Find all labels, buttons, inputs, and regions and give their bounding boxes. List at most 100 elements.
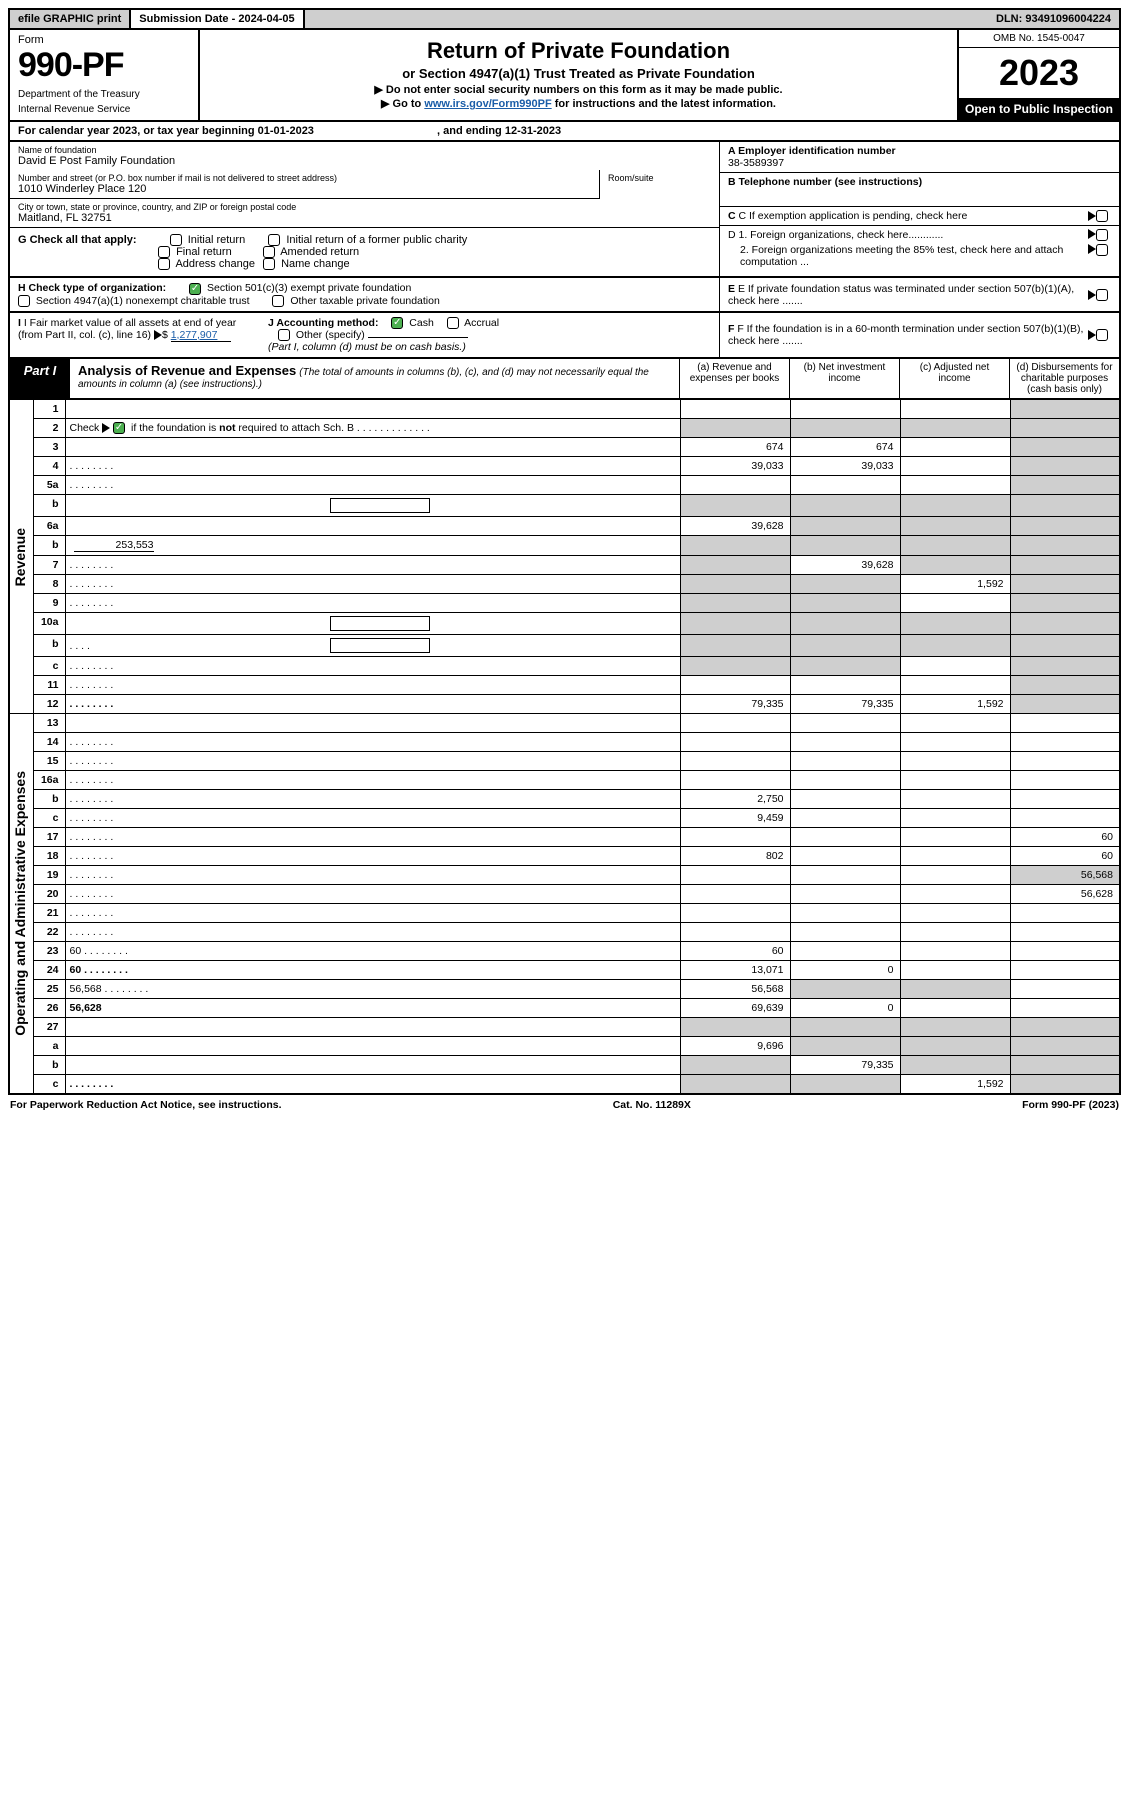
row-number: 18 <box>33 847 65 866</box>
col-c-val <box>900 457 1010 476</box>
col-a-val <box>680 635 790 657</box>
row-number: c <box>33 1075 65 1095</box>
row-desc <box>65 517 680 536</box>
checkbox-other-taxable[interactable] <box>272 295 284 307</box>
col-c-val <box>900 419 1010 438</box>
header-right: OMB No. 1545-0047 2023 Open to Public In… <box>959 30 1119 120</box>
table-row: 15 . . . . . . . . <box>9 752 1120 771</box>
row-desc: . . . . . . . . <box>65 476 680 495</box>
row-number: 23 <box>33 942 65 961</box>
col-a-val <box>680 714 790 733</box>
table-row: c . . . . . . . . <box>9 657 1120 676</box>
col-a-val: 56,568 <box>680 980 790 999</box>
row-number: b <box>33 1056 65 1075</box>
checkbox-other-acct[interactable] <box>278 329 290 341</box>
table-row: 10a <box>9 613 1120 635</box>
col-a-val: 802 <box>680 847 790 866</box>
row-desc: . . . . . . . . <box>65 575 680 594</box>
col-c-val <box>900 676 1010 695</box>
footer-mid: Cat. No. 11289X <box>613 1099 691 1111</box>
col-c-val <box>900 885 1010 904</box>
col-c-val <box>900 752 1010 771</box>
table-row: b <box>9 495 1120 517</box>
col-a-val: 39,628 <box>680 517 790 536</box>
row-desc: . . . . <box>65 635 680 657</box>
col-b-val <box>790 613 900 635</box>
d1-label: D 1. Foreign organizations, check here..… <box>728 229 1088 241</box>
col-b-val <box>790 1037 900 1056</box>
f-label: F If the foundation is in a 60-month ter… <box>728 323 1083 347</box>
col-a-val: 13,071 <box>680 961 790 980</box>
checkbox-cash[interactable] <box>391 317 403 329</box>
col-b-val <box>790 714 900 733</box>
col-a-val <box>680 594 790 613</box>
col-b-val: 79,335 <box>790 695 900 714</box>
row-desc: . . . . . . . . <box>65 733 680 752</box>
checkbox-d1[interactable] <box>1096 229 1108 241</box>
col-b-val: 0 <box>790 961 900 980</box>
checkbox-addr-change[interactable] <box>158 258 170 270</box>
checkbox-initial-return[interactable] <box>170 234 182 246</box>
checkbox-e[interactable] <box>1096 289 1108 301</box>
checkbox-accrual[interactable] <box>447 317 459 329</box>
row-number: 21 <box>33 904 65 923</box>
col-a-val <box>680 771 790 790</box>
checkbox-initial-public[interactable] <box>268 234 280 246</box>
col-a-val <box>680 752 790 771</box>
table-row: Operating and Administrative Expenses 13 <box>9 714 1120 733</box>
row-desc: . . . . . . . . <box>65 676 680 695</box>
row-number: 25 <box>33 980 65 999</box>
table-row: 5a . . . . . . . . <box>9 476 1120 495</box>
col-b-val <box>790 866 900 885</box>
row-desc: 56,568 . . . . . . . . <box>65 980 680 999</box>
col-a-val: 39,033 <box>680 457 790 476</box>
part1-title: Analysis of Revenue and Expenses <box>78 363 296 378</box>
checkbox-amended[interactable] <box>263 246 275 258</box>
col-d-val <box>1010 999 1120 1018</box>
col-a-val: 9,696 <box>680 1037 790 1056</box>
col-b-val <box>790 400 900 419</box>
col-c-val <box>900 594 1010 613</box>
checkbox-f[interactable] <box>1096 329 1108 341</box>
row-number: 22 <box>33 923 65 942</box>
col-d-val <box>1010 556 1120 575</box>
checkbox-501c3[interactable] <box>189 283 201 295</box>
checkbox-d2[interactable] <box>1096 244 1108 256</box>
col-d-val <box>1010 536 1120 556</box>
row-desc: . . . . . . . . <box>65 457 680 476</box>
b-label: B Telephone number (see instructions) <box>728 176 922 188</box>
col-c-val <box>900 635 1010 657</box>
table-row: 19 . . . . . . . . 56,568 <box>9 866 1120 885</box>
row-desc <box>65 1037 680 1056</box>
row-number: c <box>33 657 65 676</box>
col-a-val <box>680 575 790 594</box>
fmv-value[interactable]: 1,277,907 <box>171 329 231 342</box>
row-desc: . . . . . . . . <box>65 1075 680 1095</box>
d2-label: 2. Foreign organizations meeting the 85%… <box>728 244 1088 268</box>
checkbox-final-return[interactable] <box>158 246 170 258</box>
table-row: 8 . . . . . . . . 1,592 <box>9 575 1120 594</box>
form-subtitle: or Section 4947(a)(1) Trust Treated as P… <box>210 66 947 81</box>
checkbox-4947[interactable] <box>18 295 30 307</box>
col-c-val <box>900 847 1010 866</box>
col-d-val <box>1010 923 1120 942</box>
irs-link[interactable]: www.irs.gov/Form990PF <box>424 98 551 110</box>
col-b-val <box>790 1018 900 1037</box>
table-row: 23 60 . . . . . . . . 60 <box>9 942 1120 961</box>
row-number: 14 <box>33 733 65 752</box>
row-desc: . . . . . . . . <box>65 594 680 613</box>
row-desc: . . . . . . . . <box>65 847 680 866</box>
table-row: 3 674 674 <box>9 438 1120 457</box>
checkbox-name-change[interactable] <box>263 258 275 270</box>
col-a-val: 674 <box>680 438 790 457</box>
col-a-val <box>680 1018 790 1037</box>
col-c-val <box>900 980 1010 999</box>
col-c-val <box>900 904 1010 923</box>
col-b-val <box>790 495 900 517</box>
col-c-val <box>900 790 1010 809</box>
table-row: 7 . . . . . . . . 39,628 <box>9 556 1120 575</box>
checkbox-c[interactable] <box>1096 210 1108 222</box>
h-label: H Check type of organization: <box>18 282 166 294</box>
row-desc: . . . . . . . . <box>65 904 680 923</box>
row-number: 15 <box>33 752 65 771</box>
